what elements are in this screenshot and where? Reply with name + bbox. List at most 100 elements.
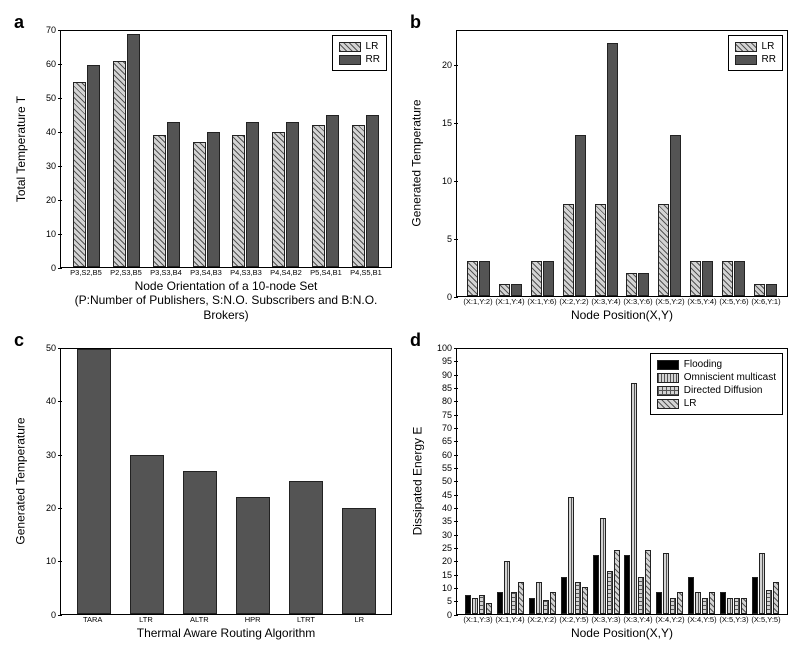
bar	[543, 261, 554, 296]
ytick: 20	[46, 195, 56, 205]
bar-group	[67, 31, 107, 267]
xtick: (X:6,Y:1)	[750, 297, 782, 306]
bar	[561, 577, 567, 614]
bar	[658, 204, 669, 296]
panel-a-chart: LRRR	[60, 30, 392, 268]
panel-d-yaxis: 0510152025303540455055606570758085909510…	[426, 348, 456, 615]
bar	[87, 65, 100, 267]
bar	[479, 261, 490, 296]
bar-group	[558, 349, 590, 614]
bar	[663, 553, 669, 614]
ytick: 15	[442, 570, 452, 580]
bar	[511, 284, 522, 296]
bar-group	[717, 31, 749, 296]
bar	[289, 481, 323, 613]
bar	[670, 135, 681, 296]
ytick: 0	[447, 292, 452, 302]
panel-c-label: c	[14, 330, 24, 351]
bar-group	[590, 31, 622, 296]
bar	[759, 553, 765, 614]
xtick: P3,S4,B3	[186, 268, 226, 277]
bar-group	[686, 349, 718, 614]
bar	[741, 598, 747, 614]
bar	[624, 555, 630, 613]
ytick: 50	[46, 343, 56, 353]
bar-group	[107, 31, 147, 267]
bar	[499, 284, 510, 296]
xtick: (X:5,Y:3)	[718, 615, 750, 624]
bar-group	[749, 349, 781, 614]
bar	[518, 582, 524, 614]
bar	[536, 582, 542, 614]
bar-group	[186, 31, 226, 267]
bar-group	[266, 31, 306, 267]
panel-c-yaxis: 01020304050	[30, 348, 60, 615]
bar	[366, 115, 379, 267]
panel-b-label: b	[410, 12, 421, 33]
bar	[467, 261, 478, 296]
bar	[511, 592, 517, 613]
xtick: P5,S4,B1	[306, 268, 346, 277]
bar	[695, 592, 701, 613]
ytick: 90	[442, 370, 452, 380]
ytick: 30	[442, 530, 452, 540]
ytick: 30	[46, 161, 56, 171]
bar-group	[306, 31, 346, 267]
bar	[600, 518, 606, 613]
bar	[722, 261, 733, 296]
xtick: LTR	[119, 615, 172, 624]
bar	[529, 598, 535, 614]
panel-b: b Generated Temperature 05101520 LRRR (X…	[408, 12, 788, 322]
bar	[113, 61, 126, 267]
bar	[272, 132, 285, 267]
ytick: 20	[442, 556, 452, 566]
bar	[690, 261, 701, 296]
bar	[575, 582, 581, 614]
ytick: 0	[447, 610, 452, 620]
xtick: (X:1,Y:6)	[526, 297, 558, 306]
bar	[754, 284, 765, 296]
bar	[766, 284, 777, 296]
ytick: 10	[442, 583, 452, 593]
ytick: 65	[442, 436, 452, 446]
ytick: 40	[442, 503, 452, 513]
xtick: (X:5,Y:2)	[654, 297, 686, 306]
bar	[193, 142, 206, 267]
bar-group	[622, 349, 654, 614]
ytick: 10	[442, 176, 452, 186]
bar	[614, 550, 620, 614]
xtick: (X:3,Y:4)	[622, 615, 654, 624]
panel-a-label: a	[14, 12, 24, 33]
xtick: (X:5,Y:5)	[750, 615, 782, 624]
bar-group	[226, 31, 266, 267]
bar	[631, 383, 637, 613]
bar	[232, 135, 245, 266]
xtick: TARA	[66, 615, 119, 624]
bar	[183, 471, 217, 614]
ytick: 50	[46, 93, 56, 103]
ytick: 40	[46, 396, 56, 406]
panel-a-xlabel-sub: (P:Number of Publishers, S:N.O. Subscrib…	[60, 293, 392, 322]
bar	[73, 82, 86, 267]
bar	[465, 595, 471, 614]
bar	[752, 577, 758, 614]
xtick: (X:2,Y:2)	[558, 297, 590, 306]
panel-a-ylabel: Total Temperature T	[14, 96, 28, 202]
bar-group	[147, 31, 187, 267]
ytick: 15	[442, 118, 452, 128]
bar	[607, 571, 613, 613]
bar	[734, 261, 745, 296]
ytick: 5	[447, 234, 452, 244]
bar-group	[527, 349, 559, 614]
ytick: 70	[442, 423, 452, 433]
xtick: LR	[333, 615, 386, 624]
ytick: 25	[442, 543, 452, 553]
xtick: P4,S5,B1	[346, 268, 386, 277]
panel-a-xlabel: Node Orientation of a 10-node Set (P:Num…	[60, 279, 392, 322]
bar-group	[558, 31, 590, 296]
bar	[626, 273, 637, 296]
panel-d-label: d	[410, 330, 421, 351]
bar-group	[495, 31, 527, 296]
ytick: 20	[442, 60, 452, 70]
bar-group	[717, 349, 749, 614]
